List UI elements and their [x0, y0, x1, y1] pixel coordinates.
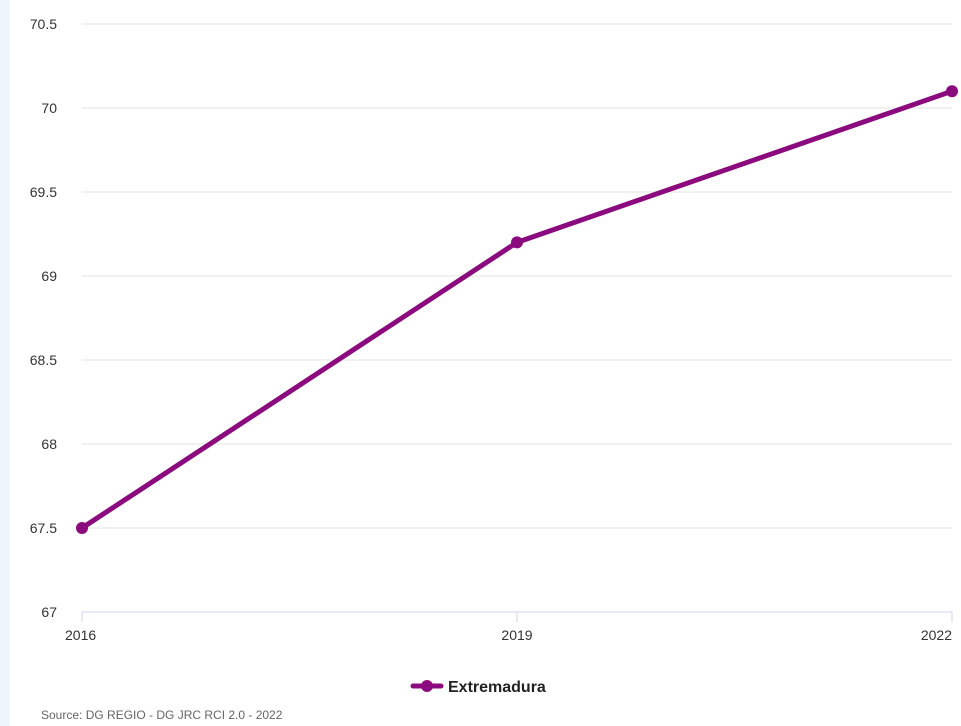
legend-label[interactable]: Extremadura: [448, 679, 546, 696]
source-note: Source: DG REGIO - DG JRC RCI 2.0 - 2022: [41, 708, 283, 722]
y-tick-label: 68.5: [30, 352, 57, 368]
y-tick-label: 67: [41, 604, 57, 620]
x-axis-tick-labels: 2016 2019 2022: [65, 627, 952, 643]
x-tick-label: 2016: [65, 627, 96, 643]
y-axis-tick-labels: 67 67.5 68 68.5 69 69.5 70 70.5: [30, 16, 57, 620]
y-tick-label: 69: [41, 268, 57, 284]
y-tick-label: 70.5: [30, 16, 57, 32]
series-group: [76, 85, 958, 534]
legend-point-marker: [421, 680, 433, 692]
x-axis: [81, 611, 953, 622]
y-tick-label: 68: [41, 436, 57, 452]
legend[interactable]: Extremadura: [410, 679, 546, 696]
chart-card: [10, 0, 961, 726]
data-point[interactable]: [946, 85, 958, 98]
y-tick-label: 69.5: [30, 184, 57, 200]
gridlines: [82, 23, 952, 529]
data-point[interactable]: [76, 522, 88, 534]
series-line-extremadura[interactable]: [79, 88, 955, 531]
data-point[interactable]: [511, 236, 523, 249]
x-tick-label: 2019: [501, 627, 532, 643]
y-tick-label: 70: [41, 100, 57, 116]
x-tick-label: 2022: [921, 627, 952, 643]
y-tick-label: 67.5: [30, 520, 57, 536]
